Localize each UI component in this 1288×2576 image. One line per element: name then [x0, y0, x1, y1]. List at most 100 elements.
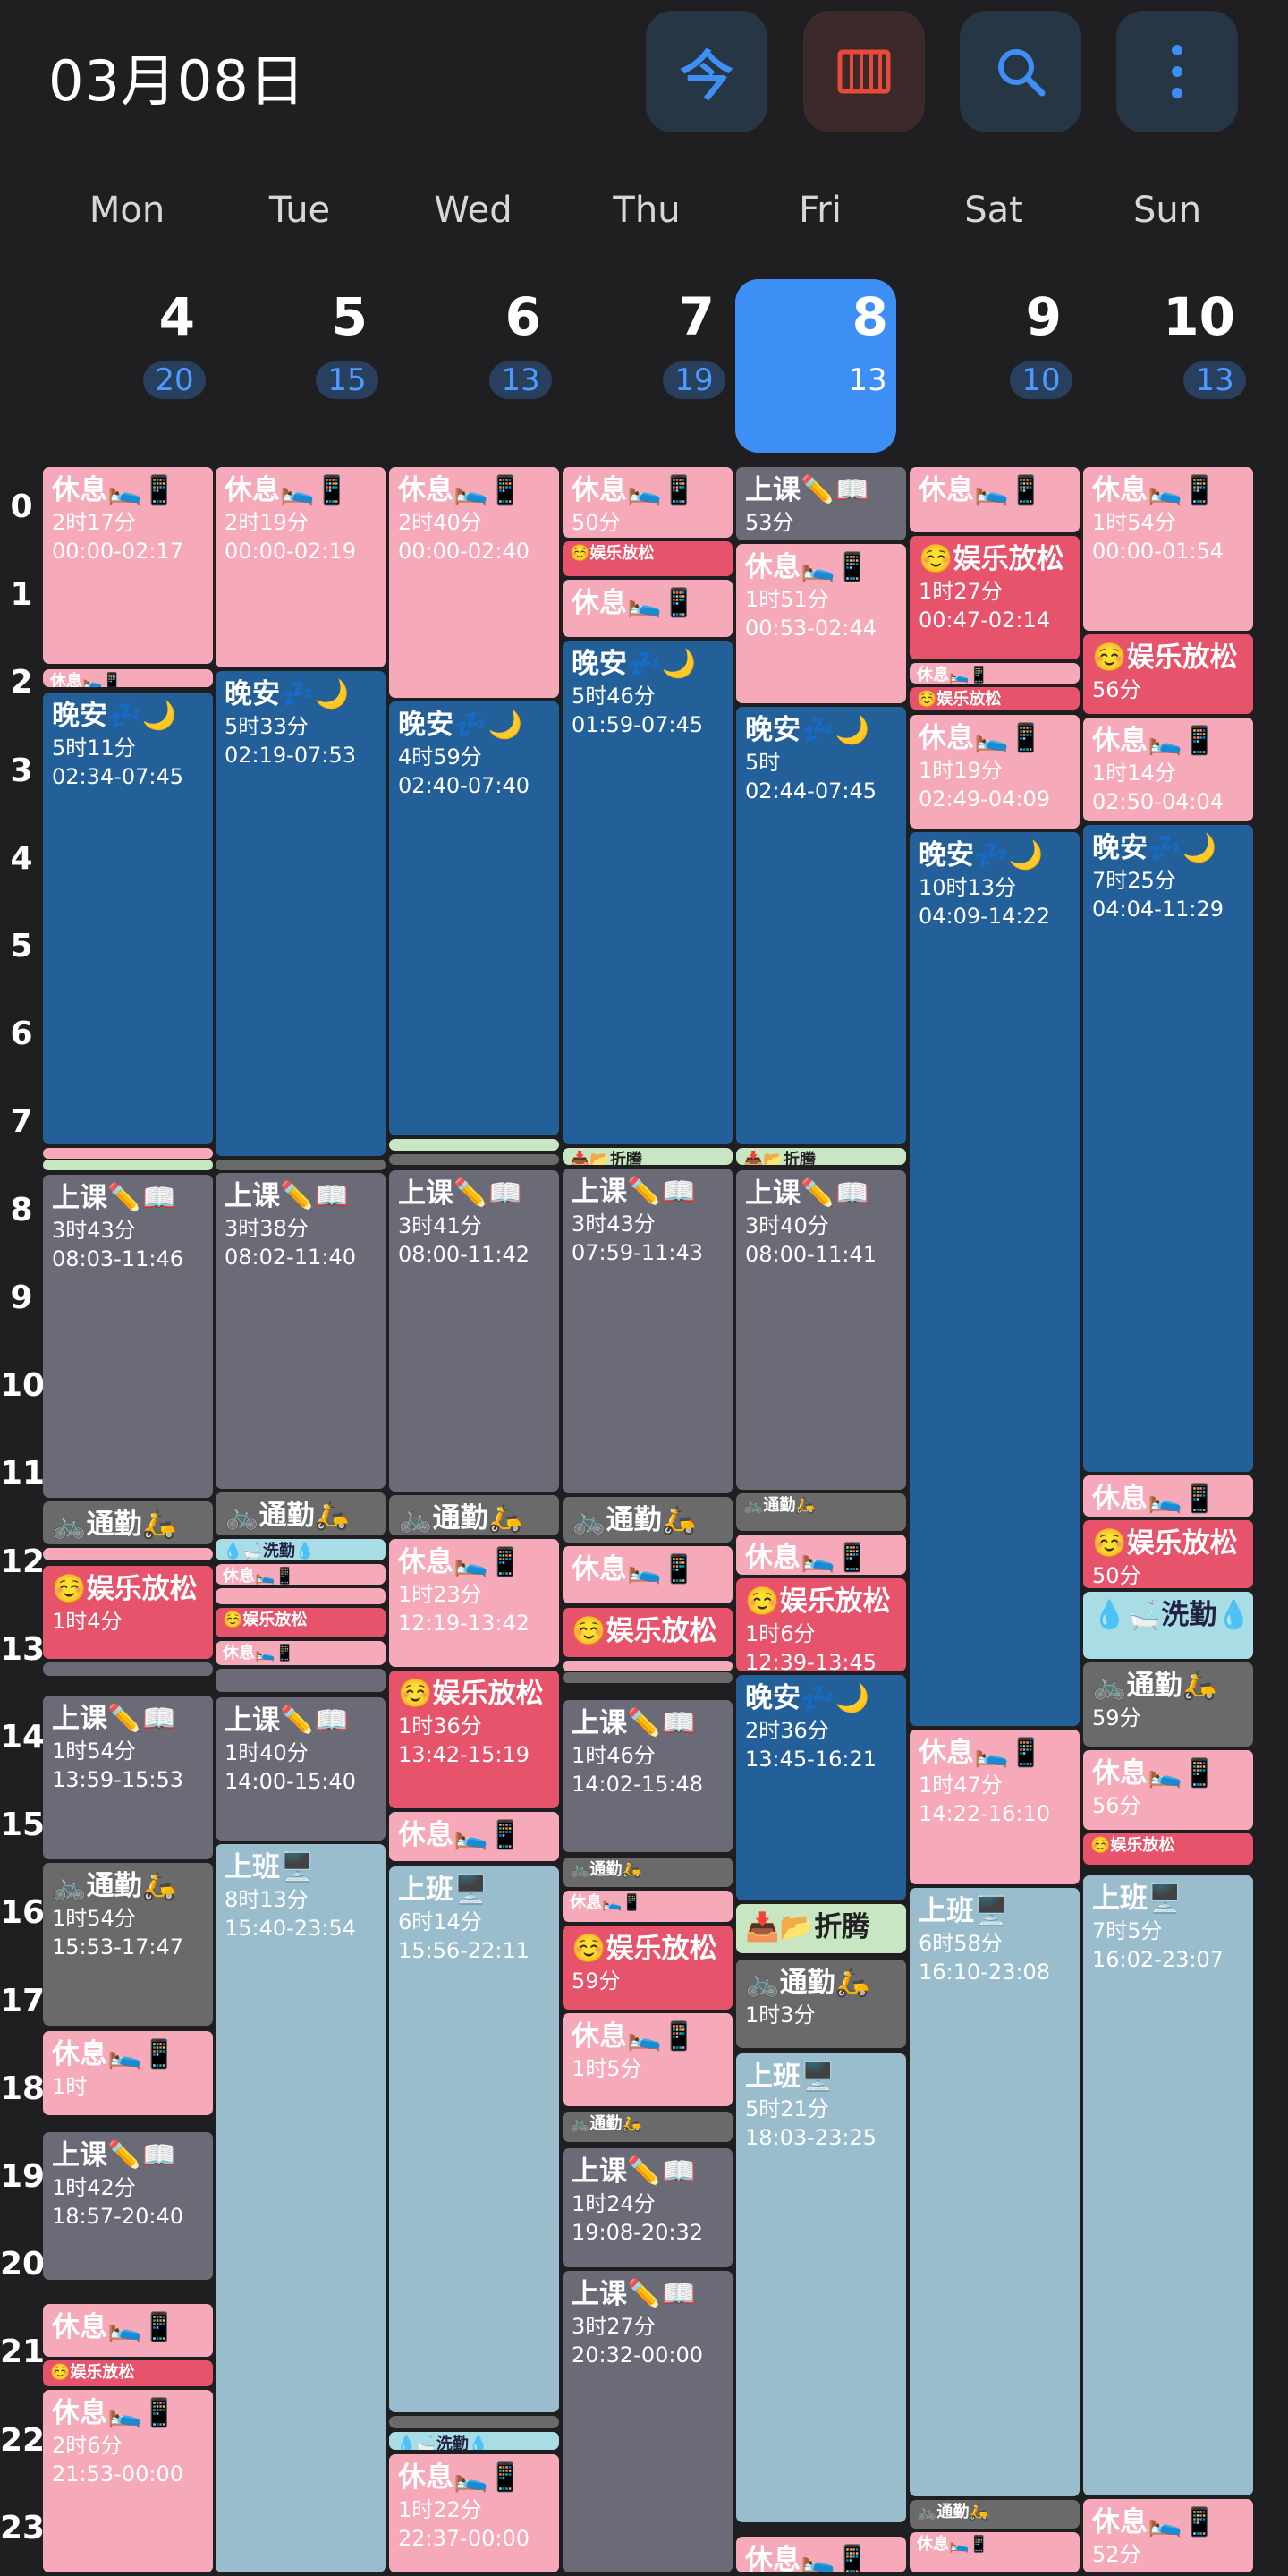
calendar-event[interactable]: 休息🛌📱 52分 [1083, 2498, 1253, 2572]
calendar-event[interactable]: 上班🖥️ 7时5分 16:02-23:07 [1083, 1875, 1253, 2495]
calendar-event[interactable]: ☺️娱乐放松 56分 [1083, 633, 1253, 714]
calendar-event[interactable]: 晚安💤🌙 4时59分 02:40-07:40 [389, 701, 559, 1136]
calendar-event[interactable]: 休息🛌📱 [736, 1535, 906, 1576]
calendar-event[interactable]: 🚲通勤🛵 1时3分 [736, 1959, 906, 2048]
calendar-event[interactable]: 休息🛌📱 1时51分 00:53-02:44 [736, 544, 906, 704]
calendar-event[interactable]: 晚安💤🌙 10时13分 04:09-14:22 [910, 831, 1080, 1727]
calendar-event[interactable]: 休息🛌📱 1时22分 22:37-00:00 [389, 2454, 559, 2572]
calendar-event[interactable]: 休息🛌📱 [1083, 1475, 1253, 1517]
calendar-event[interactable]: ☺️娱乐放松 [910, 686, 1080, 710]
calendar-event[interactable]: 晚安💤🌙 5时 02:44-07:45 [736, 707, 906, 1145]
calendar-event[interactable]: 🚲通勤🛵 [910, 2499, 1080, 2529]
calendar-event[interactable] [43, 1159, 213, 1170]
calendar-event[interactable]: 休息🛌📱 [43, 2303, 213, 2358]
calendar-event[interactable]: 🚲通勤🛵 [563, 1497, 733, 1543]
calendar-event[interactable]: 💧🛁洗勤💧 [1083, 1592, 1253, 1659]
calendar-event[interactable]: 上课✏️📖 3时27分 20:32-00:00 [563, 2271, 733, 2572]
day-number[interactable]: 6 [504, 286, 541, 347]
calendar-event[interactable]: ☺️娱乐放松 1时6分 12:39-13:45 [736, 1578, 906, 1672]
calendar-event[interactable] [389, 1153, 559, 1165]
day-number[interactable]: 4 [158, 286, 195, 347]
day-number[interactable]: 8 [852, 286, 888, 347]
calendar-event[interactable]: 上课✏️📖 3时41分 08:00-11:42 [389, 1169, 559, 1492]
calendar-event[interactable]: 🚲通勤🛵 59分 [1083, 1662, 1253, 1747]
calendar-event[interactable] [216, 1669, 386, 1692]
calendar-event[interactable]: 休息🛌📱 1时47分 14:22-16:10 [910, 1730, 1080, 1885]
calendar-event[interactable]: 🚲通勤🛵 [389, 1495, 559, 1536]
calendar-event[interactable]: 休息🛌📱 2时40分 00:00-02:40 [389, 467, 559, 699]
day-number[interactable]: 5 [331, 286, 368, 347]
calendar-event[interactable]: 🚲通勤🛵 [563, 2112, 733, 2142]
calendar-event[interactable]: 上班🖥️ 6时58分 16:10-23:08 [910, 1888, 1080, 2496]
more-button[interactable] [1116, 11, 1238, 132]
calendar-event[interactable]: 休息🛌📱 [910, 467, 1080, 532]
calendar-event[interactable]: ☺️娱乐放松 [43, 2360, 213, 2386]
calendar-event[interactable]: 休息🛌📱 [563, 1545, 733, 1603]
calendar-event[interactable]: 上课✏️📖 1时40分 14:00-15:40 [216, 1696, 386, 1841]
calendar-event[interactable]: 📥📂折腾 [563, 1148, 733, 1165]
calendar-event[interactable]: ☺️娱乐放松 1时27分 00:47-02:14 [910, 535, 1080, 659]
calendar-event[interactable]: ☺️娱乐放松 1时36分 13:42-15:19 [389, 1671, 559, 1808]
calendar-event[interactable]: 🚲通勤🛵 1时54分 15:53-17:47 [43, 1862, 213, 2027]
calendar-event[interactable] [216, 1588, 386, 1604]
calendar-event[interactable] [43, 1547, 213, 1560]
calendar-event[interactable] [43, 1148, 213, 1160]
calendar-event[interactable]: 晚安💤🌙 7时25分 04:04-11:29 [1083, 824, 1253, 1473]
calendar-event[interactable]: 上课✏️📖 1时24分 19:08-20:32 [563, 2147, 733, 2268]
calendar-event[interactable]: 休息🛌📱 1时54分 00:00-01:54 [1083, 467, 1253, 631]
calendar-event[interactable]: 上课✏️📖 1时54分 13:59-15:53 [43, 1695, 213, 1859]
calendar-event[interactable]: 📥📂折腾 [736, 1148, 906, 1165]
calendar-event[interactable]: 休息🛌📱 [910, 663, 1080, 684]
calendar-event[interactable]: 休息🛌📱 [43, 668, 213, 688]
calendar-event[interactable] [563, 1660, 733, 1671]
calendar-event[interactable]: 上课✏️📖 3时43分 07:59-11:43 [563, 1168, 733, 1493]
calendar-event[interactable]: 💧🛁洗勤💧 [389, 2431, 559, 2450]
calendar-event[interactable]: 上课✏️📖 1时42分 18:57-20:40 [43, 2132, 213, 2280]
calendar-event[interactable]: 休息🛌📱 2时19分 00:00-02:19 [216, 467, 386, 667]
calendar-event[interactable]: ☺️娱乐放松 1时4分 [43, 1565, 213, 1659]
calendar-event[interactable]: 上班🖥️ 5时21分 18:03-23:25 [736, 2053, 906, 2523]
calendar-event[interactable]: 📥📂折腾 [736, 1903, 906, 1953]
calendar-event[interactable]: 🚲通勤🛵 [216, 1492, 386, 1536]
calendar-event[interactable]: ☺️娱乐放松 [563, 541, 733, 576]
calendar-event[interactable]: ☺️娱乐放松 [1083, 1833, 1253, 1866]
calendar-event[interactable] [563, 1672, 733, 1684]
day-number[interactable]: 10 [1163, 286, 1235, 347]
calendar-event[interactable]: ☺️娱乐放松 59分 [563, 1926, 733, 2011]
calendar-event[interactable]: 休息🛌📱 56分 [1083, 1749, 1253, 1831]
calendar-event[interactable]: 晚安💤🌙 5时33分 02:19-07:53 [216, 670, 386, 1156]
calendar-event[interactable]: 晚安💤🌙 5时11分 02:34-07:45 [43, 693, 213, 1145]
day-number[interactable]: 9 [1025, 286, 1062, 347]
calendar-event[interactable]: 上课✏️📖 3时38分 08:02-11:40 [216, 1172, 386, 1490]
calendar-event[interactable]: ☺️娱乐放松 [563, 1607, 733, 1657]
calendar-event[interactable]: 休息🛌📱 [563, 1890, 733, 1923]
calendar-event[interactable]: 休息🛌📱 [910, 2531, 1080, 2572]
calendar-event[interactable]: 💧🛁洗勤💧 [216, 1539, 386, 1560]
calendar-event[interactable] [389, 2416, 559, 2428]
calendar-event[interactable]: 晚安💤🌙 5时46分 01:59-07:45 [563, 641, 733, 1145]
calendar-event[interactable]: 休息🛌📱 1时5分 [563, 2013, 733, 2107]
calendar-event[interactable]: 休息🛌📱 [216, 1641, 386, 1666]
calendar-event[interactable]: 休息🛌📱 50分 [563, 467, 733, 539]
calendar-event[interactable]: 休息🛌📱 1时14分 02:50-04:04 [1083, 717, 1253, 821]
calendar-event[interactable]: 休息🛌📱 [389, 1811, 559, 1861]
calendar-event[interactable]: 🚲通勤🛵 [563, 1857, 733, 1887]
calendar-event[interactable]: 休息🛌📱 2时17分 00:00-02:17 [43, 467, 213, 664]
calendar-event[interactable]: 晚安💤🌙 2时36分 13:45-16:21 [736, 1675, 906, 1900]
calendar-event[interactable]: 休息🛌📱 1时 [43, 2031, 213, 2116]
calendar-event[interactable]: 上课✏️📖 53分 [736, 467, 906, 541]
calendar-event[interactable]: 🚲通勤🛵 [736, 1493, 906, 1532]
today-button[interactable]: 今 [646, 11, 767, 132]
calendar-event[interactable]: 休息🛌📱 [216, 1563, 386, 1586]
calendar-event[interactable] [389, 1139, 559, 1151]
calendar-event[interactable]: 上班🖥️ 8时13分 15:40-23:54 [216, 1843, 386, 2572]
week-view-button[interactable] [803, 11, 925, 132]
calendar-event[interactable]: 上课✏️📖 3时43分 08:03-11:46 [43, 1174, 213, 1498]
calendar-event[interactable]: 上班🖥️ 6时14分 15:56-22:11 [389, 1866, 559, 2413]
calendar-event[interactable]: 休息🛌📱 [736, 2536, 906, 2572]
calendar-event[interactable] [43, 1662, 213, 1677]
calendar-event[interactable]: ☺️娱乐放松 [216, 1607, 386, 1638]
calendar-event[interactable]: 🚲通勤🛵 [43, 1501, 213, 1544]
day-number[interactable]: 7 [678, 286, 715, 347]
calendar-event[interactable]: 休息🛌📱 1时23分 12:19-13:42 [389, 1539, 559, 1668]
